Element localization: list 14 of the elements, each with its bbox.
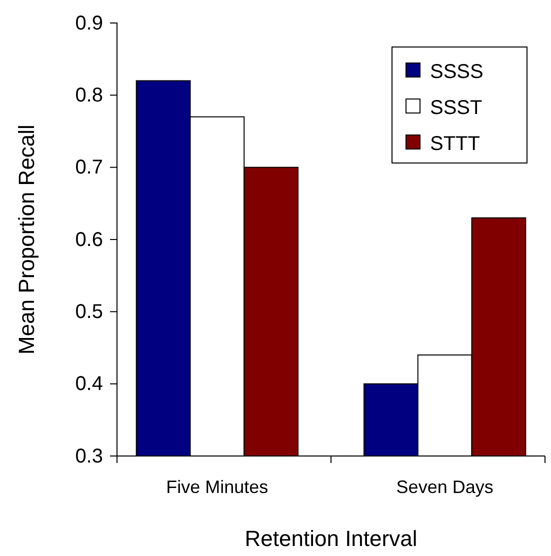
y-tick-label: 0.4 bbox=[75, 373, 103, 396]
x-tick-label: Seven Days bbox=[396, 477, 494, 498]
y-tick-label: 0.9 bbox=[75, 12, 103, 34]
y-tick-label: 0.8 bbox=[75, 84, 103, 107]
legend-label: SSST bbox=[430, 97, 482, 119]
y-axis-title: Mean Proportion Recall bbox=[14, 124, 39, 354]
legend-label: SSSS bbox=[430, 61, 484, 83]
y-tick-label: 0.3 bbox=[75, 445, 103, 468]
x-axis-title: Retention Interval bbox=[244, 526, 418, 551]
legend-label: STTT bbox=[430, 133, 480, 155]
y-tick-label: 0.7 bbox=[75, 156, 103, 179]
y-tick-label: 0.5 bbox=[75, 301, 103, 324]
y-tick-label: 0.6 bbox=[75, 228, 103, 251]
x-tick-label: Five Minutes bbox=[166, 477, 268, 498]
